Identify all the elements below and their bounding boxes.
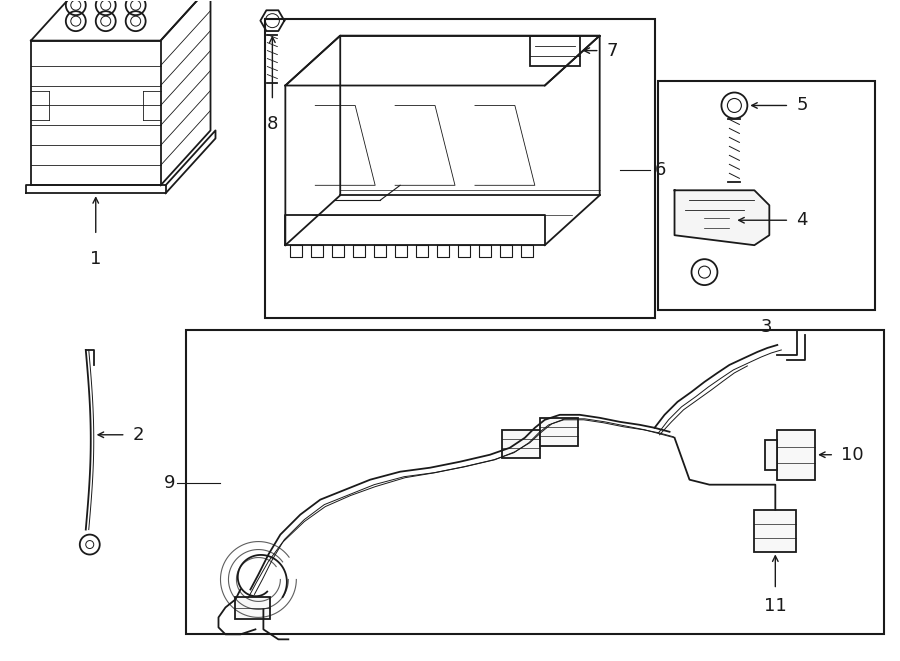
Bar — [530, 36, 580, 65]
Text: 8: 8 — [266, 116, 278, 134]
Bar — [266, 19, 654, 318]
Text: 6: 6 — [654, 161, 666, 179]
Text: 1: 1 — [90, 250, 102, 268]
Text: 2: 2 — [132, 426, 144, 444]
Text: 4: 4 — [796, 212, 808, 229]
Bar — [236, 598, 270, 619]
Text: 11: 11 — [764, 598, 787, 615]
Text: 9: 9 — [164, 474, 176, 492]
Bar — [540, 418, 578, 446]
Bar — [658, 81, 875, 310]
Text: 7: 7 — [607, 42, 618, 59]
Bar — [754, 510, 796, 551]
Bar — [185, 330, 884, 635]
Text: 10: 10 — [842, 446, 864, 464]
Text: 5: 5 — [796, 97, 808, 114]
Polygon shape — [674, 190, 770, 245]
Bar — [765, 440, 778, 470]
Bar — [502, 430, 540, 457]
Bar — [778, 430, 815, 480]
Text: 3: 3 — [760, 318, 772, 336]
